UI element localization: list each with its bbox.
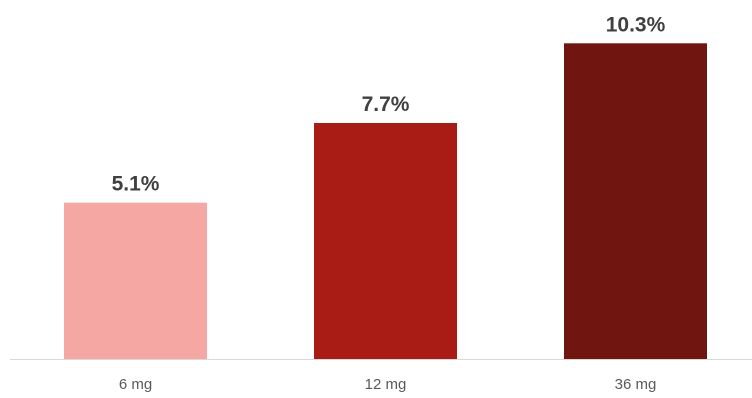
bar-group [64, 43, 707, 360]
bar-6-mg [64, 202, 207, 359]
bar-36-mg [564, 43, 707, 360]
data-label: 10.3% [606, 13, 666, 36]
data-label: 7.7% [362, 93, 410, 116]
x-tick-label-group: 6 mg 12 mg 36 mg [119, 376, 657, 393]
x-tick-label: 6 mg [119, 376, 152, 393]
value-label-group: 5.1% 7.7% 10.3% [112, 13, 666, 195]
x-tick-label: 12 mg [365, 376, 407, 393]
bar-12-mg [314, 122, 457, 360]
x-tick-label: 36 mg [615, 376, 657, 393]
data-label: 5.1% [112, 173, 160, 196]
